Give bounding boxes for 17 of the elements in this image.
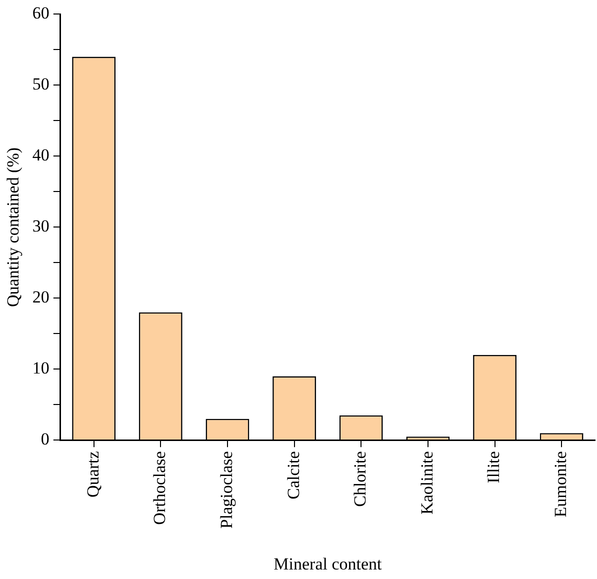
x-tick-label: Eumonite — [551, 451, 570, 518]
y-tick-label: 50 — [32, 74, 50, 94]
x-axis-title: Mineral content — [274, 554, 382, 574]
x-tick-label: Plagioclase — [216, 451, 236, 529]
x-tick-label: Chlorite — [350, 451, 370, 507]
x-tick-label: Kaolinite — [417, 451, 436, 514]
y-tick-label: 10 — [32, 358, 50, 378]
x-tick-label: Orthoclase — [150, 451, 170, 525]
y-tick-label: 0 — [40, 430, 50, 449]
y-tick-label: 30 — [32, 216, 50, 236]
y-tick-label: 20 — [32, 288, 50, 307]
x-tick-label: Calcite — [284, 451, 303, 500]
y-axis-title: Quantity contained (%) — [4, 147, 23, 307]
x-tick-label: Quartz — [83, 450, 102, 498]
x-tick-label: Illite — [484, 451, 504, 484]
y-tick-label: 40 — [32, 146, 50, 165]
y-tick-label: 60 — [32, 4, 50, 23]
